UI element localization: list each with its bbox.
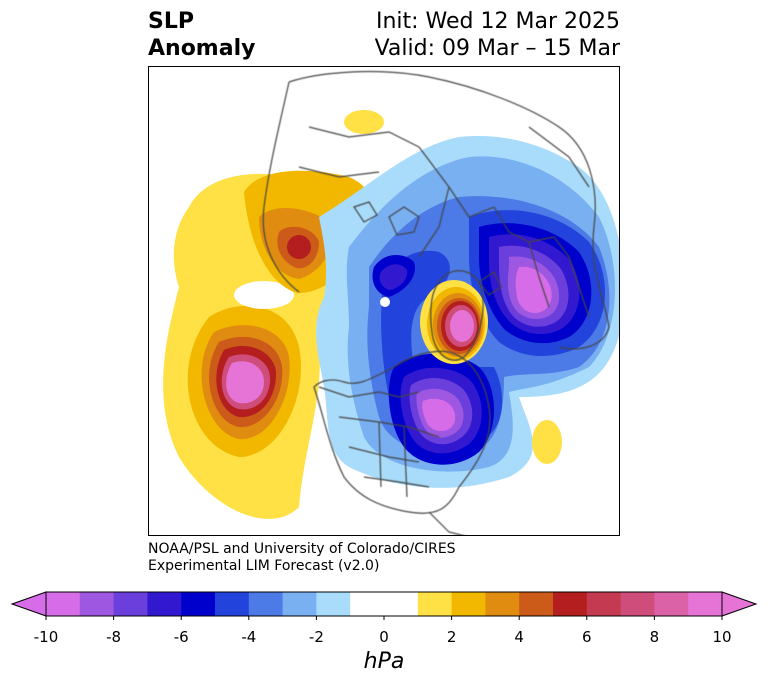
title-line-1: SLP [148,9,194,34]
colorbar-swatch [147,592,182,616]
colorbar-tick-label: -10 [33,628,59,646]
colorbar-swatches [10,591,758,620]
colorbar-swatch [215,592,250,616]
colorbar-swatch [519,592,554,616]
colorbar-tick-label: 10 [712,628,732,646]
credit-line-2: Experimental LIM Forecast (v2.0) [148,558,380,574]
colorbar-swatch [46,592,81,616]
colorbar-swatch [688,592,723,616]
colorbar-swatch [417,592,453,616]
title-line-2: Anomaly [148,36,256,61]
colorbar-tick-label: -2 [308,628,324,646]
colorbar-swatch [113,592,148,616]
forecast-dates: Init: Wed 12 Mar 2025 Valid: 09 Mar – 15… [375,8,620,62]
colorbar-swatch [654,592,689,616]
colorbar-max-extend [721,591,758,617]
colorbar-swatch [384,592,419,616]
atlantic-small-high [532,420,562,464]
colorbar-tick-label: 2 [446,628,457,646]
colorbar-swatch [282,592,317,616]
colorbar-min-extend [10,591,47,617]
credit-text: NOAA/PSL and University of Colorado/CIRE… [148,541,456,575]
colorbar-swatch [586,592,622,616]
colorbar [10,590,758,626]
colorbar-swatch [485,592,520,616]
colorbar-tick-label: -6 [173,628,189,646]
colorbar-swatch [620,592,655,616]
map-title: SLP Anomaly [148,8,255,62]
colorbar-swatch [451,592,486,616]
colorbar-swatch [316,592,351,616]
colorbar-swatch [248,592,284,616]
valid-range: Valid: 09 Mar – 15 Mar [374,36,620,61]
colorbar-swatch [181,592,216,616]
colorbar-tick-label: -8 [106,628,122,646]
colorbar-swatch [79,592,115,616]
greenland-high-anomaly [420,280,488,364]
colorbar-tick-label: 0 [379,628,389,646]
slp-anomaly-map [148,66,620,536]
colorbar-tick-label: 4 [514,628,524,646]
colorbar-tick-label: -4 [241,628,257,646]
anomaly-contours [149,70,619,535]
coastlines [262,70,610,535]
credit-line-1: NOAA/PSL and University of Colorado/CIRE… [148,541,456,557]
colorbar-tick-label: 8 [649,628,660,646]
colorbar-unit-label: hPa [363,649,405,674]
arctic-small-high [344,110,384,134]
colorbar-swatch [350,592,385,616]
colorbar-swatch [553,592,588,616]
colorbar-tick-label: 6 [582,628,592,646]
init-date: Init: Wed 12 Mar 2025 [375,9,620,34]
